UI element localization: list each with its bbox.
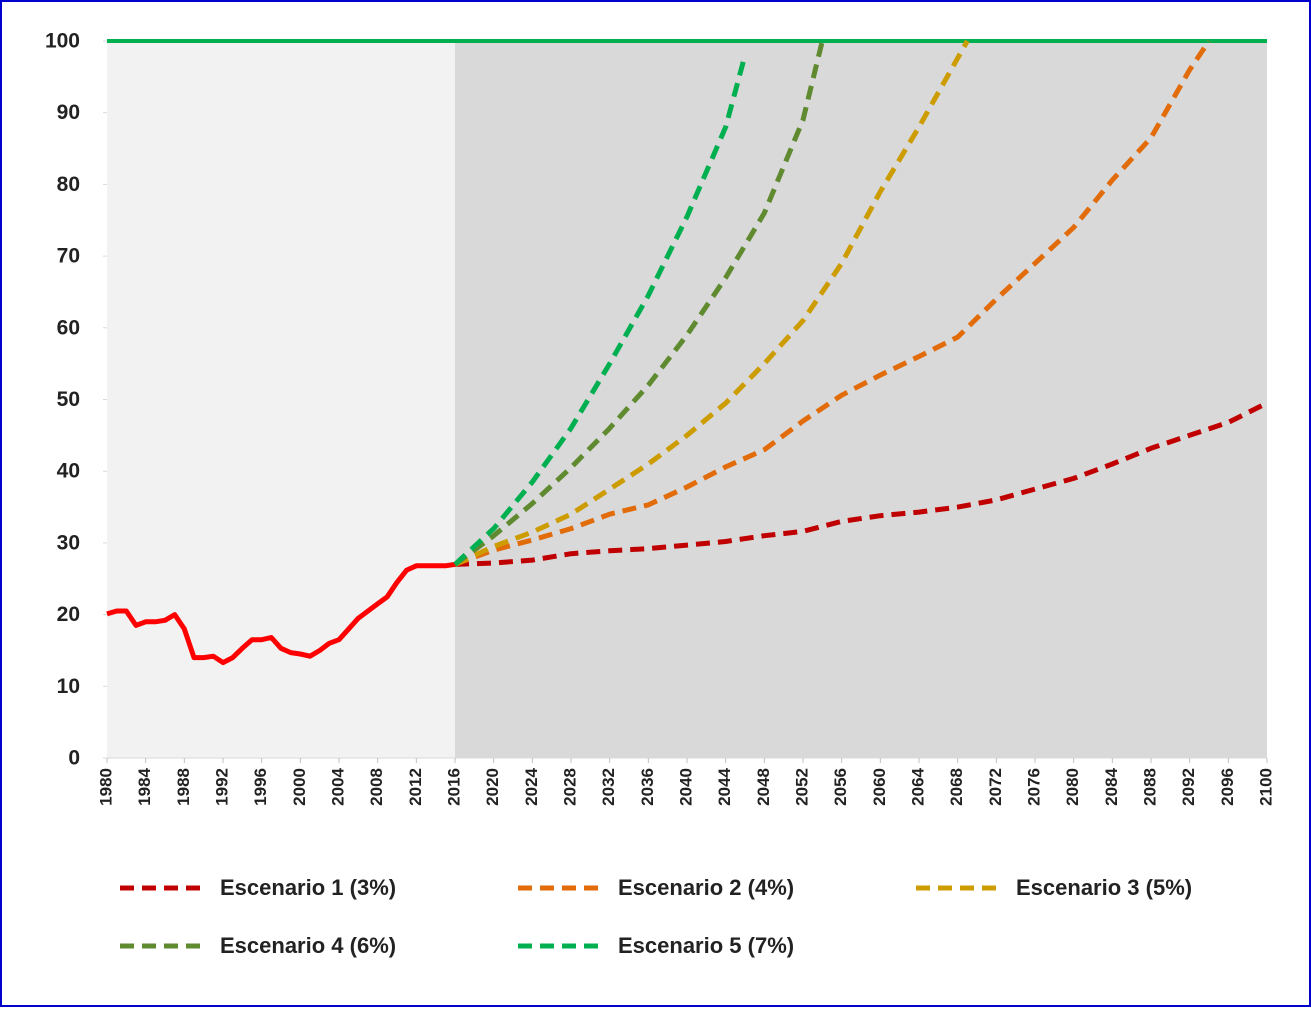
x-tick-label: 2044 — [715, 767, 734, 805]
x-tick-label: 1992 — [212, 768, 231, 806]
x-tick-label: 2076 — [1024, 768, 1043, 806]
x-tick-label: 2092 — [1179, 768, 1198, 806]
y-tick-label: 80 — [57, 173, 80, 196]
x-tick-label: 2052 — [792, 768, 811, 806]
series-line — [454, 39, 1212, 567]
x-tick-label: 2100 — [1256, 768, 1275, 806]
y-tick-label: 70 — [57, 245, 80, 268]
x-tick-label: 2088 — [1140, 768, 1159, 806]
x-tick-label: 1980 — [96, 768, 115, 806]
y-tick-label: 50 — [57, 388, 80, 411]
x-tick-label: 2068 — [947, 768, 966, 806]
series-line — [453, 39, 970, 567]
y-tick-label: 20 — [57, 603, 80, 626]
y-tick-label: 100 — [45, 30, 80, 53]
x-tick-label: 1996 — [251, 768, 270, 806]
x-tick-label: 2080 — [1063, 768, 1082, 806]
x-tick-label: 2096 — [1218, 768, 1237, 806]
y-tick-label: 30 — [57, 531, 80, 554]
series-line — [106, 561, 456, 666]
x-tick-label: 2056 — [831, 768, 850, 806]
series-line — [454, 400, 1269, 567]
legend-label: Escenario 3 (5%) — [1016, 875, 1192, 900]
x-tick-label: 2036 — [638, 768, 657, 806]
x-tick-label: 2072 — [986, 768, 1005, 806]
x-tick-label: 2048 — [754, 768, 773, 806]
x-tick-label: 2020 — [483, 768, 502, 806]
y-tick-label: 0 — [68, 747, 80, 770]
x-tick-label: 2084 — [1102, 767, 1121, 805]
x-tick-label: 2016 — [444, 768, 463, 806]
legend-label: Escenario 2 (4%) — [618, 875, 794, 900]
x-tick-label: 2024 — [522, 767, 541, 805]
x-tick-label: 2032 — [599, 768, 618, 806]
legend-label: Escenario 5 (7%) — [618, 933, 794, 958]
x-tick-label: 2028 — [560, 768, 579, 806]
y-tick-label: 40 — [57, 460, 80, 483]
series-line — [453, 54, 748, 567]
period-region — [455, 41, 1267, 758]
series-line — [453, 40, 825, 567]
x-tick-label: 2040 — [676, 768, 695, 806]
x-tick-label: 1988 — [174, 768, 193, 806]
x-tick-label: 1984 — [135, 767, 154, 805]
x-tick-label: 2004 — [328, 767, 347, 805]
y-tick-label: 90 — [57, 101, 80, 124]
y-tick-label: 60 — [57, 316, 80, 339]
legend-label: Escenario 1 (3%) — [220, 875, 396, 900]
legend-label: Escenario 4 (6%) — [220, 933, 396, 958]
x-tick-label: 2060 — [870, 768, 889, 806]
period-region — [107, 41, 455, 758]
x-tick-label: 2008 — [367, 768, 386, 806]
x-tick-label: 2000 — [290, 768, 309, 806]
y-tick-label: 10 — [57, 675, 80, 698]
x-tick-label: 2012 — [406, 768, 425, 806]
x-tick-label: 2064 — [908, 767, 927, 805]
